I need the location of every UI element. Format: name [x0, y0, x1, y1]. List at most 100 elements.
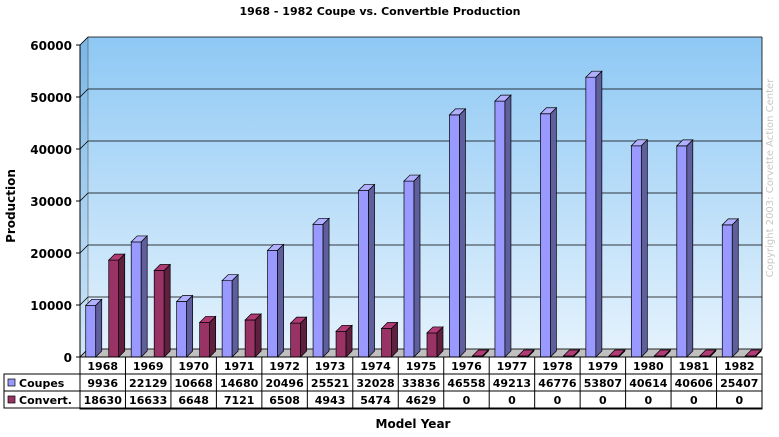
table-value-convertibles: 0 — [554, 394, 562, 407]
bar-side — [118, 253, 126, 358]
bar-front — [199, 322, 211, 358]
x-axis-label: Model Year — [376, 417, 451, 431]
bar-coupes-1981 — [675, 139, 694, 358]
table-value-coupes: 49213 — [493, 377, 531, 390]
bar-convertibles-1971 — [244, 313, 262, 358]
bar-side — [322, 217, 330, 358]
table-value-coupes: 33836 — [402, 377, 441, 390]
table-value-convertibles: 6508 — [269, 394, 300, 407]
y-tick-label: 0 — [64, 351, 72, 365]
gridline-side — [79, 36, 89, 46]
bar-side — [95, 298, 103, 358]
bar-front — [540, 113, 551, 358]
gridline-side — [79, 244, 89, 254]
y-axis-tick-labels: 0 10000 20000 30000 40000 50000 60000 — [30, 39, 72, 365]
table-value-coupes: 9936 — [87, 377, 118, 390]
table-value-convertibles: 0 — [735, 394, 743, 407]
bar-front — [335, 330, 347, 358]
table-year-label: 1982 — [724, 360, 755, 373]
bar-convertibles-1975 — [426, 326, 444, 358]
copyright-watermark: Copyright 2003: Corvette Action Center — [765, 78, 776, 278]
bar-convertibles-1982 — [744, 349, 763, 358]
bar-front — [403, 180, 415, 358]
bar-side — [231, 273, 239, 358]
gridline-side — [79, 192, 89, 202]
bar-coupes-1976 — [448, 108, 467, 358]
table-year-label: 1980 — [633, 360, 664, 373]
table-value-coupes: 20496 — [265, 377, 304, 390]
bar-side — [686, 139, 694, 358]
bar-side — [300, 316, 307, 358]
bar-side — [391, 321, 398, 358]
table-value-convertibles: 0 — [690, 394, 698, 407]
bar-coupes-1968 — [84, 298, 103, 358]
table-value-coupes: 22129 — [129, 377, 167, 390]
bar-front — [85, 304, 97, 358]
bar-side — [140, 235, 148, 358]
bar-coupes-1971 — [221, 273, 239, 358]
table-year-label: 1977 — [497, 360, 528, 373]
bar-side — [277, 243, 284, 358]
bar-side — [254, 313, 262, 358]
bar-front — [358, 190, 369, 358]
bar-front — [244, 319, 256, 358]
bar-side — [640, 138, 648, 358]
table-value-convertibles: 18630 — [84, 394, 123, 407]
bar-coupes-1973 — [312, 217, 330, 358]
table-year-label: 1971 — [224, 360, 255, 373]
bar-convertibles-1969 — [153, 263, 172, 358]
table-value-coupes: 32028 — [356, 377, 394, 390]
bar-side — [504, 94, 512, 358]
table-value-convertibles: 0 — [599, 394, 607, 407]
y-tick-label: 10000 — [30, 299, 72, 313]
y-tick-label: 40000 — [30, 143, 72, 157]
table-value-coupes: 14680 — [220, 377, 259, 390]
bar-coupes-1982 — [721, 218, 740, 358]
legend-swatch-convertibles — [7, 395, 16, 404]
bar-convertibles-1974 — [380, 321, 399, 358]
table-value-coupes: 25521 — [311, 377, 349, 390]
table-year-label: 1976 — [451, 360, 482, 373]
chart-title: 1968 - 1982 Coupe vs. Convertble Product… — [239, 5, 520, 18]
bar-side — [345, 324, 353, 358]
bar-front — [676, 145, 688, 358]
table-value-coupes: 53807 — [584, 377, 622, 390]
bar-convertibles-1976 — [471, 349, 490, 358]
y-tick-label: 30000 — [30, 195, 72, 209]
bars — [84, 70, 763, 358]
bar-side — [731, 218, 739, 358]
table-value-convertibles: 0 — [508, 394, 516, 407]
bar-coupes-1978 — [539, 106, 558, 358]
bar-front — [721, 224, 733, 358]
data-table: 1968 9936 18630 1969 22129 16633 1970 10668 6648… — [3, 356, 763, 410]
table-year-label: 1972 — [269, 360, 300, 373]
bar-front — [494, 100, 506, 358]
bar-convertibles-1973 — [335, 324, 353, 358]
gridline-side — [79, 296, 89, 306]
table-value-convertibles: 4943 — [315, 394, 346, 407]
bar-front — [221, 280, 233, 358]
bar-front — [290, 322, 301, 358]
table-value-convertibles: 4629 — [406, 394, 437, 407]
bar-front — [153, 270, 165, 358]
bar-convertibles-1968 — [107, 253, 126, 358]
bar-side — [163, 263, 171, 358]
table-value-coupes: 40606 — [675, 377, 714, 390]
table-value-convertibles: 6648 — [178, 394, 209, 407]
bar-coupes-1974 — [357, 183, 376, 358]
legend-label-coupes: Coupes — [19, 377, 65, 390]
bar-front — [585, 76, 597, 358]
table-year-label: 1975 — [406, 360, 437, 373]
table-value-coupes: 40614 — [629, 377, 668, 390]
table-year-label: 1968 — [87, 360, 118, 373]
table-value-coupes: 25407 — [720, 377, 758, 390]
bar-side — [368, 183, 375, 358]
bar-coupes-1977 — [494, 94, 512, 358]
bar-side — [413, 174, 421, 358]
bar-convertibles-1972 — [289, 316, 308, 358]
bar-front — [381, 328, 392, 358]
legend-swatch-coupes — [7, 378, 16, 387]
bar-front — [130, 241, 142, 358]
bar-front — [312, 223, 324, 358]
